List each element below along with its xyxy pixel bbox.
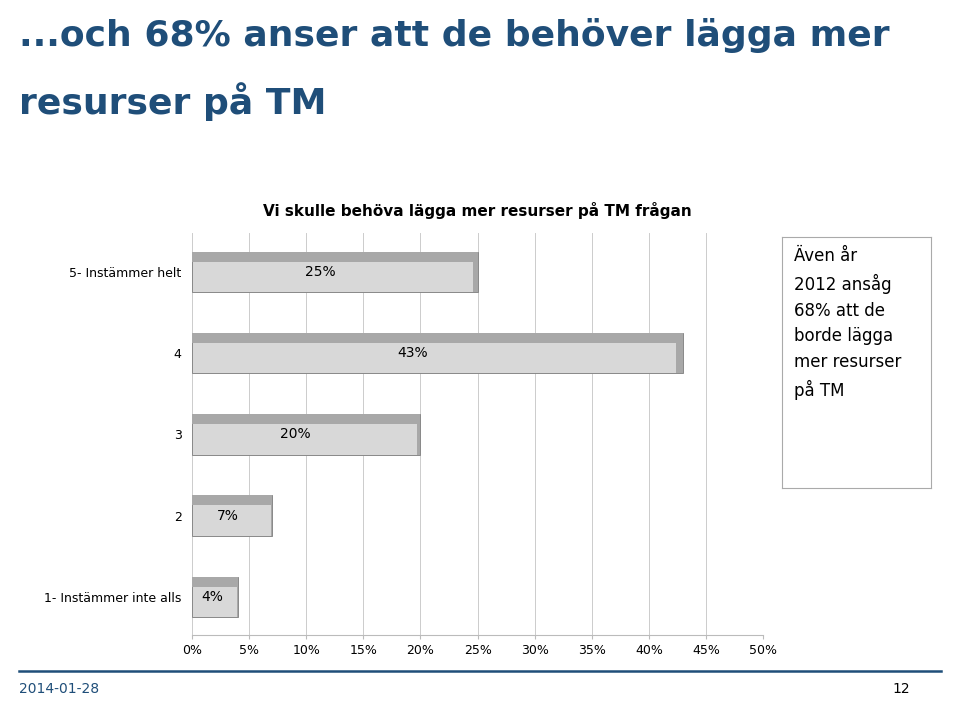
Text: Även år
2012 ansåg
68% att de
borde lägga
mer resurser
på TM: Även år 2012 ansåg 68% att de borde lägg… (794, 247, 901, 400)
Text: resurser på TM: resurser på TM (19, 83, 326, 121)
Bar (473, 251, 477, 292)
Bar (192, 251, 477, 292)
Bar (676, 333, 684, 373)
Bar (192, 577, 238, 587)
Bar (271, 495, 272, 536)
Bar (192, 333, 684, 373)
Text: 4%: 4% (202, 590, 224, 604)
Text: 20%: 20% (279, 427, 310, 442)
Bar (192, 495, 272, 505)
Bar (192, 414, 420, 424)
Bar (192, 251, 477, 262)
Text: 7%: 7% (217, 508, 239, 523)
Text: ...och 68% anser att de behöver lägga mer: ...och 68% anser att de behöver lägga me… (19, 18, 890, 53)
Bar (192, 495, 272, 536)
Bar (417, 414, 420, 454)
Bar (192, 333, 684, 343)
Bar (192, 414, 420, 454)
Bar (192, 577, 238, 617)
Text: 25%: 25% (305, 265, 336, 279)
Text: 2014-01-28: 2014-01-28 (19, 683, 99, 696)
Text: 43%: 43% (397, 346, 428, 360)
Text: Vi skulle behöva lägga mer resurser på TM frågan: Vi skulle behöva lägga mer resurser på T… (263, 202, 692, 219)
Text: 12: 12 (893, 683, 910, 696)
